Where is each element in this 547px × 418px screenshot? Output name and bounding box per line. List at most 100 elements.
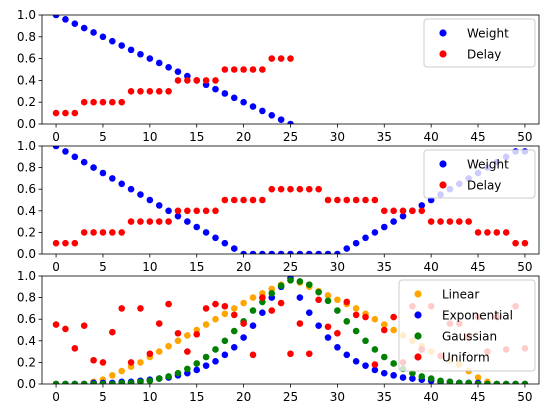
point-delay-42 (446, 218, 454, 225)
point-delay-13 (174, 207, 182, 215)
point-exponential-18 (221, 351, 229, 359)
x-tick-label: 30 (330, 260, 345, 274)
point-linear-7 (118, 367, 126, 375)
point-delay-16 (202, 207, 210, 215)
point-linear-36 (390, 326, 397, 334)
chart-panel-3: 0 5 10 15 20 25 30 35 40 45 50 0.0 0.2 0.4 0.6 0.8 1.0 Li… (17, 269, 540, 404)
legend-label-gaussian: Gaussian (442, 330, 497, 344)
y-tick-label: 0.0 (17, 117, 36, 131)
point-delay-10 (146, 218, 154, 225)
point-uniform-33 (362, 313, 369, 321)
point-uniform-31 (343, 298, 351, 306)
point-weight-5 (99, 169, 107, 177)
point-weight-2 (71, 20, 79, 28)
point-linear-12 (165, 342, 172, 350)
x-tick-label: 15 (189, 130, 204, 144)
point-delay-0 (52, 239, 60, 247)
point-delay-22 (259, 196, 266, 204)
point-uniform-8 (127, 359, 135, 366)
point-weight-11 (155, 59, 163, 67)
y-tick-label: 1.0 (17, 139, 36, 153)
point-delay-14 (184, 207, 191, 215)
point-delay-10 (146, 88, 154, 95)
point-weight-35 (380, 223, 388, 231)
legend-label-exponential: Exponential (442, 309, 513, 323)
point-gaussian-10 (146, 377, 154, 384)
point-gaussian-18 (221, 337, 229, 345)
point-weight-5 (99, 33, 107, 41)
point-delay-18 (221, 66, 229, 73)
y-tick-label: 0.0 (17, 247, 36, 261)
x-tick-label: 50 (517, 130, 532, 144)
point-weight-21 (249, 103, 257, 110)
point-linear-6 (109, 372, 116, 379)
point-uniform-22 (259, 294, 266, 301)
legend-label-delay: Delay (467, 179, 501, 193)
point-delay-1 (62, 109, 69, 117)
point-weight-31 (343, 245, 351, 252)
point-gaussian-9 (137, 378, 144, 384)
point-exponential-16 (202, 362, 210, 369)
point-delay-21 (249, 196, 257, 204)
point-gaussian-31 (343, 318, 351, 325)
point-linear-45 (474, 374, 482, 381)
point-weight-26 (296, 250, 304, 254)
point-uniform-18 (221, 302, 229, 310)
point-delay-20 (240, 196, 247, 204)
point-delay-13 (174, 77, 182, 84)
point-exponential-31 (343, 351, 351, 359)
point-delay-8 (127, 88, 135, 95)
legend-marker-linear (414, 290, 422, 298)
point-delay-31 (343, 196, 351, 204)
point-weight-0 (52, 15, 60, 19)
legend-box (423, 18, 536, 68)
point-delay-35 (380, 207, 388, 215)
point-delay-11 (155, 218, 163, 225)
point-delay-9 (137, 88, 144, 95)
point-gaussian-38 (409, 369, 416, 377)
x-tick-label: 45 (470, 260, 485, 274)
point-delay-5 (99, 98, 107, 106)
point-weight-34 (371, 229, 379, 236)
y-tick-label: 1.0 (17, 269, 36, 283)
point-delay-21 (249, 66, 257, 73)
point-uniform-36 (390, 313, 397, 321)
point-weight-19 (230, 245, 238, 252)
chart-panel-2: 0 5 10 15 20 25 30 35 40 45 50 0.0 0.2 0.4 0.6 0.8 1.0 We… (17, 139, 540, 274)
point-gaussian-24 (277, 282, 285, 290)
point-gaussian-45 (474, 380, 482, 384)
point-delay-23 (268, 185, 276, 193)
point-gaussian-28 (315, 288, 322, 296)
point-weight-20 (240, 98, 247, 106)
point-gaussian-7 (118, 379, 126, 384)
point-weight-8 (127, 46, 135, 54)
point-delay-7 (118, 98, 126, 106)
point-uniform-35 (380, 326, 388, 334)
point-weight-10 (146, 196, 154, 204)
point-weight-17 (212, 85, 219, 93)
point-uniform-6 (109, 328, 116, 336)
point-uniform-32 (352, 311, 360, 319)
point-exponential-30 (334, 343, 341, 351)
point-delay-16 (202, 77, 210, 84)
legend-label-weight: Weight (467, 158, 509, 172)
point-weight-39 (418, 202, 426, 209)
point-weight-21 (249, 250, 257, 254)
x-tick-label: 0 (52, 260, 60, 274)
point-gaussian-21 (249, 307, 257, 314)
point-weight-19 (230, 94, 238, 102)
point-gaussian-15 (193, 360, 201, 367)
point-weight-25 (287, 250, 294, 254)
point-delay-22 (259, 66, 266, 73)
y-tick-label: 0.8 (17, 291, 36, 305)
point-uniform-3 (80, 322, 88, 329)
point-delay-4 (90, 229, 97, 236)
point-weight-12 (165, 207, 172, 215)
point-exponential-17 (212, 358, 219, 365)
point-delay-37 (399, 207, 407, 215)
point-weight-25 (287, 120, 294, 124)
point-gaussian-26 (296, 278, 304, 285)
y-tick-label: 1.0 (17, 8, 36, 22)
point-linear-20 (240, 299, 247, 307)
point-weight-4 (90, 164, 97, 171)
